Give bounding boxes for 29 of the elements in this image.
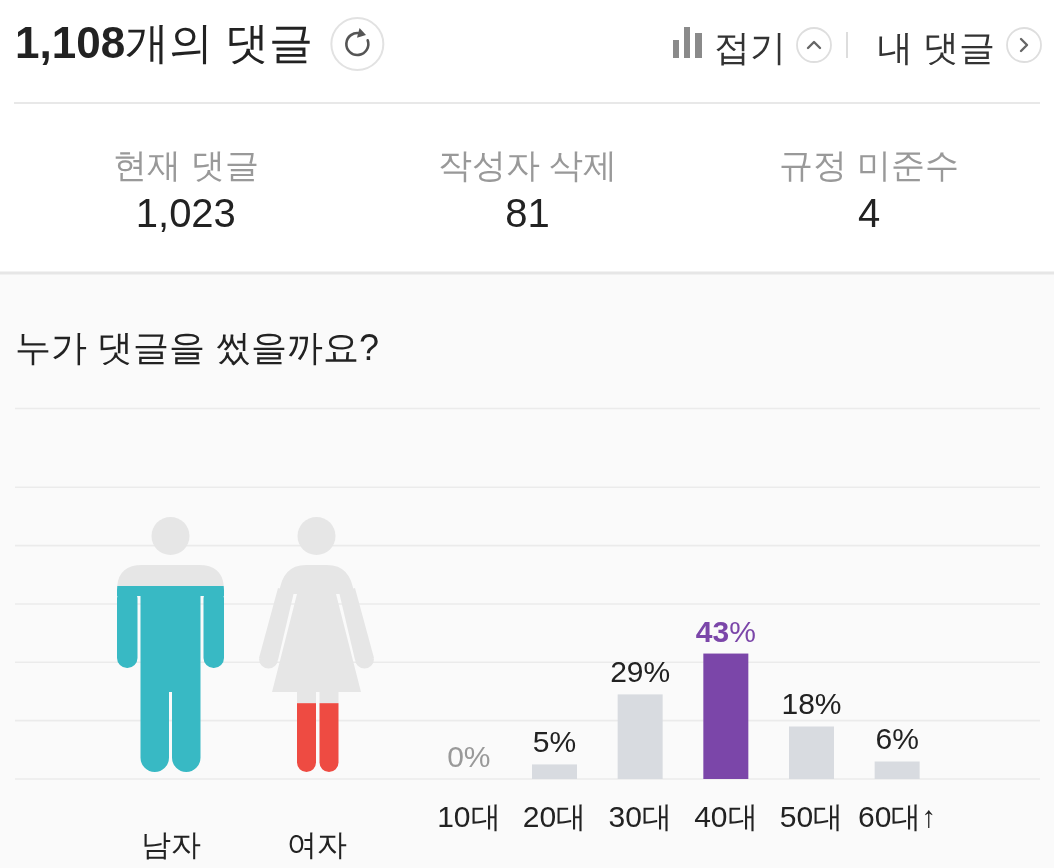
data-label: 18% <box>781 687 842 721</box>
x-tick-label: 40대 <box>694 800 758 833</box>
category-label: 현재 댓글 <box>113 146 259 184</box>
bar <box>789 726 834 779</box>
x-tick-label: 50대 <box>779 800 844 833</box>
text: 접기 <box>714 27 786 68</box>
data-label: 5% <box>532 725 577 759</box>
bar <box>874 761 920 779</box>
chart-title: 누가 댓글을 썼을까요? <box>15 327 380 368</box>
text: 4 <box>858 191 881 235</box>
x-tick-label: 여자 <box>286 828 347 861</box>
x-tick-label: 남자 <box>140 828 201 861</box>
bar <box>617 694 663 779</box>
bar <box>532 764 577 779</box>
text: 내 댓글 <box>877 27 996 68</box>
data-label: 29% <box>610 655 671 689</box>
text: 1,108개의 댓글 <box>15 18 314 67</box>
data-label: 43% <box>695 614 756 648</box>
category-label: 규정 미준수 <box>779 146 959 184</box>
bar <box>703 653 749 779</box>
x-tick-label: 20대 <box>522 800 587 833</box>
x-tick-label: 30대 <box>608 800 672 833</box>
x-tick-label: 60대↑ <box>857 800 937 833</box>
category-label: 작성자 삭제 <box>437 146 618 184</box>
data-label: 0% <box>447 740 491 773</box>
x-tick-label: 10대 <box>437 800 501 833</box>
text: 1,023 <box>135 191 236 235</box>
data-label: 6% <box>875 722 919 756</box>
text: 81 <box>505 191 550 235</box>
